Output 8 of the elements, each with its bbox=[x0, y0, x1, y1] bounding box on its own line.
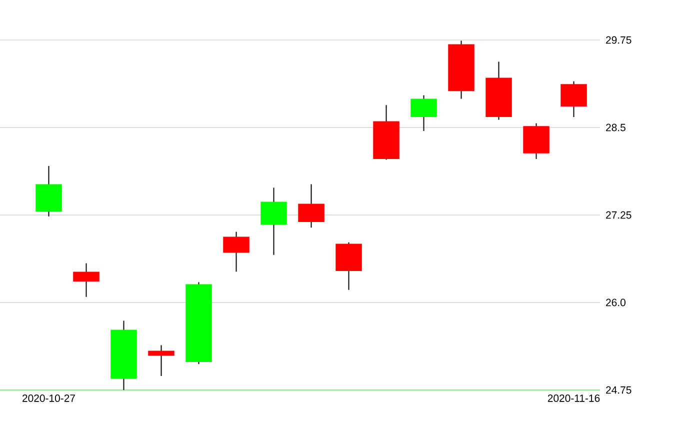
y-tick-label: 29.75 bbox=[606, 36, 632, 44]
candlestick bbox=[148, 344, 174, 376]
y-tick-label: 24.75 bbox=[606, 386, 632, 394]
x-tick-label: 2020-10-27 bbox=[22, 394, 75, 402]
y-tick-label: 27.25 bbox=[606, 211, 632, 219]
y-tick-label: 26.0 bbox=[606, 298, 626, 306]
x-tick-label: 2020-11-16 bbox=[548, 394, 600, 402]
y-tick-label: 28.5 bbox=[606, 124, 626, 132]
